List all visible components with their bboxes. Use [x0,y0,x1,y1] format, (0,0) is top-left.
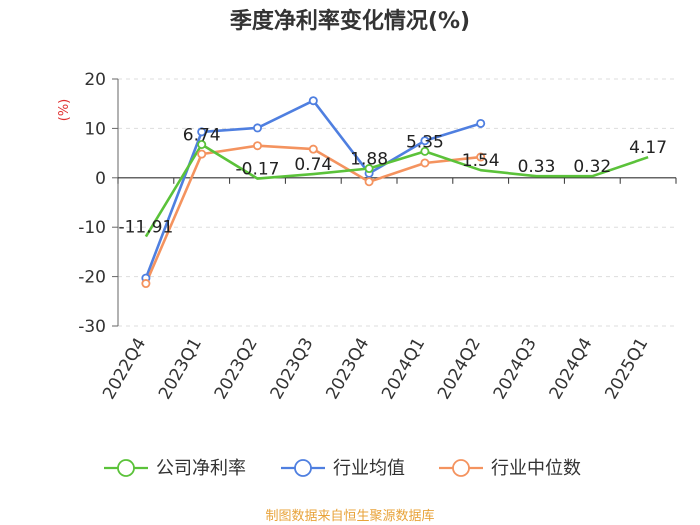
x-tick-label: 2025Q1 [601,335,652,403]
data-point [308,144,318,154]
data-label: 6.74 [183,126,221,146]
data-point [364,164,374,174]
grid [118,78,676,327]
data-label: 1.54 [462,151,500,171]
data-point [476,118,486,128]
data-point [420,146,430,156]
data-point [197,140,207,150]
data-point [476,152,486,162]
data-label: -0.17 [236,160,280,180]
y-ticks: 20 10 0 -10 -20 -30 [78,70,119,337]
data-label: 5.35 [406,132,444,152]
legend-label: 行业中位数 [491,458,581,479]
data-point [420,136,430,146]
legend-marker [452,459,470,477]
x-tick-label: 2023Q1 [155,335,206,403]
data-label: 0.33 [518,157,556,177]
source-note: 制图数据来自恒生聚源数据库 [265,508,434,524]
data-point [197,149,207,159]
x-ticks: 2022Q4 2023Q1 2023Q2 2023Q3 2023Q4 2024Q1 2024… [99,335,652,403]
legend-marker [294,459,312,477]
y-axis-label: (%) [57,99,72,122]
x-tick-label: 2023Q4 [322,335,373,403]
x-tick-label: 2022Q4 [99,335,150,403]
y-tick-label: -10 [78,218,106,238]
data-label: 1.88 [350,150,388,170]
legend: 公司净利率 行业均值 行业中位数 [104,458,581,479]
legend-label: 行业均值 [333,458,405,479]
data-point [364,177,374,187]
x-tick-label: 2023Q2 [211,335,262,403]
y-tick-label: -20 [78,268,106,288]
legend-label: 公司净利率 [156,458,246,479]
x-axis [117,177,677,184]
x-tick-label: 2024Q3 [490,335,541,403]
x-tick-label: 2024Q2 [434,335,485,403]
y-tick-label: -30 [78,317,106,337]
legend-marker [117,459,135,477]
series-line [144,143,649,238]
data-point [252,141,262,151]
y-tick-label: 20 [84,70,106,90]
data-label: -11.91 [118,218,173,238]
data-point [141,279,151,289]
y-tick-label: 0 [95,169,106,189]
data-label: 4.17 [629,138,667,158]
x-tick-label: 2024Q1 [378,335,429,403]
data-point [197,127,207,137]
data-label: 0.74 [294,155,332,175]
x-tick-label: 2023Q3 [267,335,318,403]
data-labels: -11.91 6.74 -0.17 0.74 1.88 5.35 1.54 0.33 0.32 4… [118,126,667,238]
data-point [252,123,262,133]
data-label: 0.32 [573,157,611,177]
x-tick-label: 2024Q4 [546,335,597,403]
data-point [308,96,318,106]
y-tick-label: 10 [84,119,106,139]
series-group [141,96,649,289]
data-point [420,158,430,168]
chart-title: 季度净利率变化情况(%) [230,8,470,34]
